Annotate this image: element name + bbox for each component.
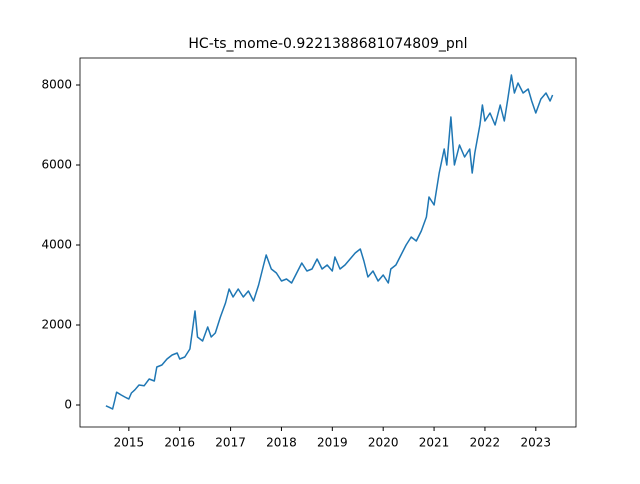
- x-tick-label: 2018: [266, 436, 297, 450]
- x-tick-label: 2016: [164, 436, 195, 450]
- y-tick-label: 6000: [41, 158, 72, 172]
- line-series: [105, 74, 554, 410]
- x-tick-label: 2020: [368, 436, 399, 450]
- x-tick-label: 2023: [521, 436, 552, 450]
- plot-frame: [79, 57, 577, 428]
- chart-title: HC-ts_mome-0.9221388681074809_pnl: [188, 36, 467, 52]
- x-tick-label: 2017: [215, 436, 246, 450]
- y-tick-label: 2000: [41, 318, 72, 332]
- x-tick-label: 2022: [470, 436, 501, 450]
- y-tick-label: 4000: [41, 238, 72, 252]
- x-tick-label: 2019: [317, 436, 348, 450]
- x-tick-label: 2015: [114, 436, 145, 450]
- y-tick-label: 0: [64, 398, 72, 412]
- x-tick-label: 2021: [419, 436, 450, 450]
- y-tick-label: 8000: [41, 78, 72, 92]
